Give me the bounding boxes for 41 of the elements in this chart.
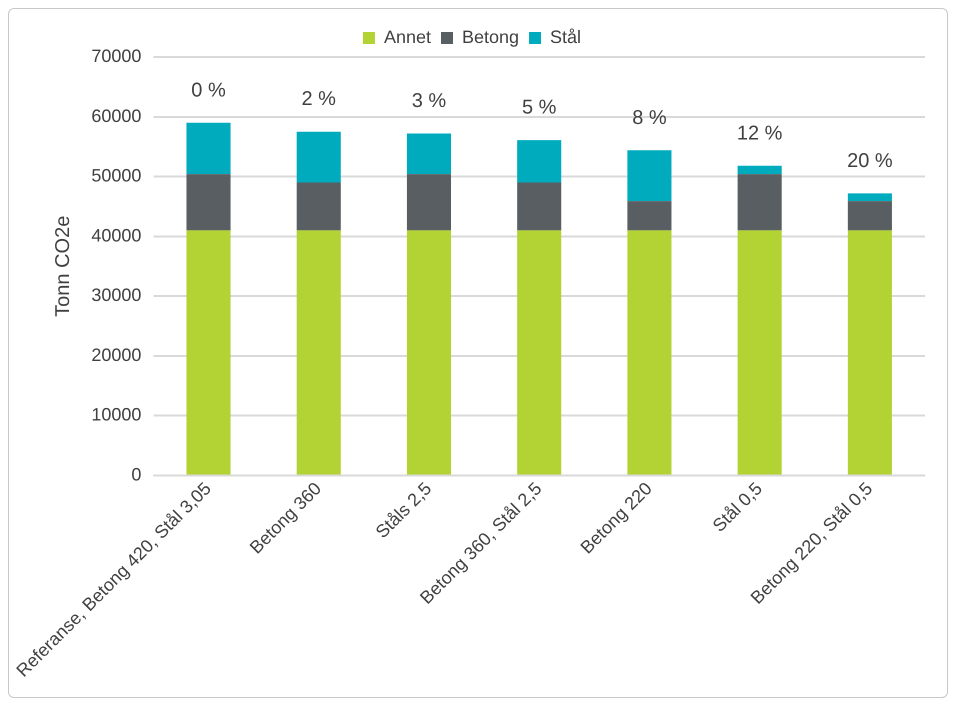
- annotation: 2 %: [302, 88, 336, 110]
- bar: [406, 230, 452, 475]
- legend-label: Betong: [462, 26, 520, 47]
- bar: [517, 230, 562, 475]
- y-tick-label: 30000: [91, 285, 142, 306]
- annotation: 0 %: [191, 79, 226, 102]
- bar: [406, 174, 452, 230]
- y-axis-title: Tonn CO2e: [52, 216, 74, 317]
- annotation: 20 %: [847, 150, 893, 172]
- bar: [848, 193, 892, 202]
- bar: [296, 182, 341, 230]
- legend-label: Annet: [384, 26, 431, 47]
- annotation: 12 %: [736, 122, 783, 144]
- bar: [406, 134, 452, 174]
- bar: [186, 230, 231, 475]
- bar: [738, 166, 782, 174]
- legend-label: Stål: [550, 26, 582, 47]
- y-tick-label: 70000: [91, 46, 142, 66]
- bar: [848, 230, 892, 475]
- y-tick-label: 60000: [91, 106, 142, 126]
- y-tick-label: 0: [131, 464, 142, 484]
- bar: [517, 182, 562, 230]
- bar: [186, 122, 231, 174]
- bar: [186, 174, 231, 230]
- bar: [627, 201, 672, 230]
- bar: [738, 174, 782, 230]
- bar: [627, 150, 672, 202]
- bar: [627, 230, 672, 475]
- x-tick-label: Stål 0,5: [708, 478, 766, 536]
- y-tick-label: 10000: [91, 404, 142, 425]
- bar: [738, 230, 782, 475]
- bar: [517, 140, 562, 183]
- annotation: 8 %: [632, 106, 667, 129]
- bar: [296, 230, 341, 475]
- bar: [296, 132, 341, 183]
- y-tick-label: 20000: [91, 344, 142, 365]
- annotation: 5 %: [522, 96, 557, 119]
- y-tick-label: 50000: [91, 166, 142, 186]
- y-tick-label: 40000: [91, 225, 142, 246]
- annotation: 3 %: [412, 90, 446, 112]
- bar: [848, 201, 892, 230]
